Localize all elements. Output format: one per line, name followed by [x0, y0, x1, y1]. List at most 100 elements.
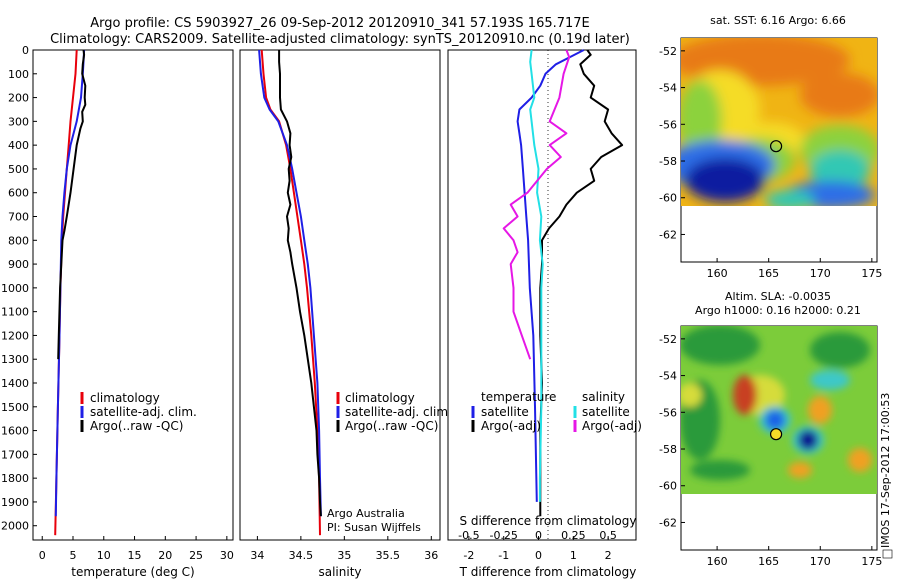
depth-tick-label: 600 [8, 187, 29, 200]
lon-tick-label: 175 [861, 267, 882, 280]
s-tick-label: -0.25 [489, 529, 517, 542]
x-tick-label: 25 [189, 549, 203, 562]
sla-map: Altim. SLA: -0.0035 Argo h1000: 0.16 h20… [659, 290, 882, 568]
depth-tick-label: 1400 [1, 377, 29, 390]
depth-tick-label: 1200 [1, 329, 29, 342]
x-tick-label: 34 [250, 549, 264, 562]
lat-tick-label: -54 [659, 370, 677, 383]
x-tick-label: 20 [158, 549, 172, 562]
salinity-legend: climatology satellite-adj. clim. Argo(..… [336, 391, 452, 433]
temperature-x-label: temperature (deg C) [71, 565, 194, 579]
argo-position-marker [769, 140, 783, 153]
s-tick-label: -0.5 [458, 529, 479, 542]
annotation-line1: Argo Australia [327, 507, 405, 520]
depth-tick-label: 800 [8, 234, 29, 247]
difference-panel: -2 -1 0 1 2 -0.5 -0.25 0 0.25 0.5 S difference f… [447, 49, 642, 579]
legend-label-t-satellite: satellite [481, 405, 529, 419]
lat-tick-label: -56 [659, 406, 677, 419]
temperature-tick-labels: 0 5 10 15 20 25 30 [39, 536, 234, 562]
lat-tick-label: -56 [659, 118, 677, 131]
depth-tick-label: 1600 [1, 425, 29, 438]
lat-tick-label: -52 [659, 333, 677, 346]
legend-label-satellite: satellite-adj. clim. [345, 405, 452, 419]
lat-tick-label: -58 [659, 443, 677, 456]
lon-tick-label: 165 [758, 555, 779, 568]
imos-timestamp: IMOS 17-Sep-2012 17:00:53 [879, 393, 892, 548]
sst-map-ticks: -52 -54 -56 -58 -60 -62 160 165 170 175 [659, 45, 882, 280]
series-line-2 [57, 49, 87, 360]
temperature-plot-frame [32, 49, 234, 541]
temperature-legend: climatology satellite-adj. clim. Argo(..… [80, 391, 197, 433]
x-tick-label: 36 [424, 549, 438, 562]
legend-label-argo: Argo(..raw -QC) [90, 419, 183, 433]
s-tick-label: 0 [535, 529, 542, 542]
depth-tick-label: 1100 [1, 306, 29, 319]
lon-tick-label: 165 [758, 267, 779, 280]
temperature-profiles [54, 49, 87, 536]
x-tick-label: 30 [220, 549, 234, 562]
x-tick-label: 0 [39, 549, 46, 562]
s-difference-tick-labels: -0.5 -0.25 0 0.25 0.5 [458, 529, 617, 542]
sla-map-ticks: -52 -54 -56 -58 -60 -62 160 165 170 175 [659, 333, 882, 568]
depth-tick-label: 100 [8, 68, 29, 81]
s-difference-label: S difference from climatology [460, 514, 637, 528]
argo-position-marker [769, 428, 783, 441]
difference-legend: temperature salinity satellite Argo(-adj… [471, 390, 642, 433]
figure-title: Argo profile: CS 5903927_26 09-Sep-2012 … [90, 16, 590, 31]
x-tick-label: -1 [498, 549, 509, 562]
x-tick-label: 35 [337, 549, 351, 562]
lat-tick-label: -54 [659, 82, 677, 95]
sla-field [681, 326, 877, 494]
salinity-tick-labels: 34 34.5 35 35.5 36 [250, 536, 438, 562]
legend-label-climatology: climatology [90, 391, 160, 405]
series-line-1 [258, 49, 322, 517]
series-line-1 [54, 49, 86, 517]
depth-tick-label: 300 [8, 115, 29, 128]
depth-tick-label: 1700 [1, 448, 29, 461]
legend-label-s-argo: Argo(-adj) [582, 419, 642, 433]
x-tick-label: 1 [570, 549, 577, 562]
series-line-2 [278, 50, 322, 517]
salinity-plot-frame [239, 49, 441, 541]
lon-tick-label: 170 [810, 555, 831, 568]
depth-tick-label: 900 [8, 258, 29, 271]
lat-tick-label: -60 [659, 192, 677, 205]
x-tick-label: 10 [97, 549, 111, 562]
annotation-line2: PI: Susan Wijffels [327, 521, 421, 534]
depth-tick-label: 1500 [1, 401, 29, 414]
x-tick-label: 2 [605, 549, 612, 562]
lon-tick-label: 160 [707, 555, 728, 568]
legend-header-temperature: temperature [481, 390, 556, 404]
figure-subtitle: Climatology: CARS2009. Satellite-adjuste… [50, 32, 630, 47]
depth-tick-label: 500 [8, 163, 29, 176]
depth-tick-labels: 0 100 200 300 400 500 600 700 800 900 1000 1100 1200… [1, 44, 37, 533]
lon-tick-label: 160 [707, 267, 728, 280]
lon-tick-label: 170 [810, 267, 831, 280]
difference-profiles [502, 49, 624, 517]
imos-logo-box [882, 549, 893, 559]
x-tick-label: -2 [463, 549, 474, 562]
t-difference-tick-labels: -2 -1 0 1 2 [463, 536, 612, 562]
legend-label-climatology: climatology [345, 391, 415, 405]
sla-map-title: Altim. SLA: -0.0035 [725, 290, 831, 303]
depth-tick-label: 2000 [1, 520, 29, 533]
series-line-0 [260, 49, 321, 536]
lat-tick-label: -60 [659, 480, 677, 493]
x-tick-label: 35.5 [376, 549, 401, 562]
lat-tick-label: -62 [659, 516, 677, 529]
lat-tick-label: -62 [659, 228, 677, 241]
series-line-salinity-3 [502, 49, 571, 360]
sst-map: sat. SST: 6.16 Argo: 6.66 -52 -54 -56 -58 -6… [659, 14, 882, 280]
legend-label-argo: Argo(..raw -QC) [345, 419, 438, 433]
depth-tick-label: 400 [8, 139, 29, 152]
lat-tick-label: -58 [659, 155, 677, 168]
legend-label-satellite: satellite-adj. clim. [90, 405, 197, 419]
depth-tick-label: 1000 [1, 282, 29, 295]
x-tick-label: 15 [128, 549, 142, 562]
s-tick-label: 0.25 [561, 529, 586, 542]
temperature-panel: 0100200300400500600700800900100011001200… [1, 44, 234, 579]
sla-map-subtitle: Argo h1000: 0.16 h2000: 0.21 [695, 304, 861, 317]
x-tick-label: 0 [535, 549, 542, 562]
